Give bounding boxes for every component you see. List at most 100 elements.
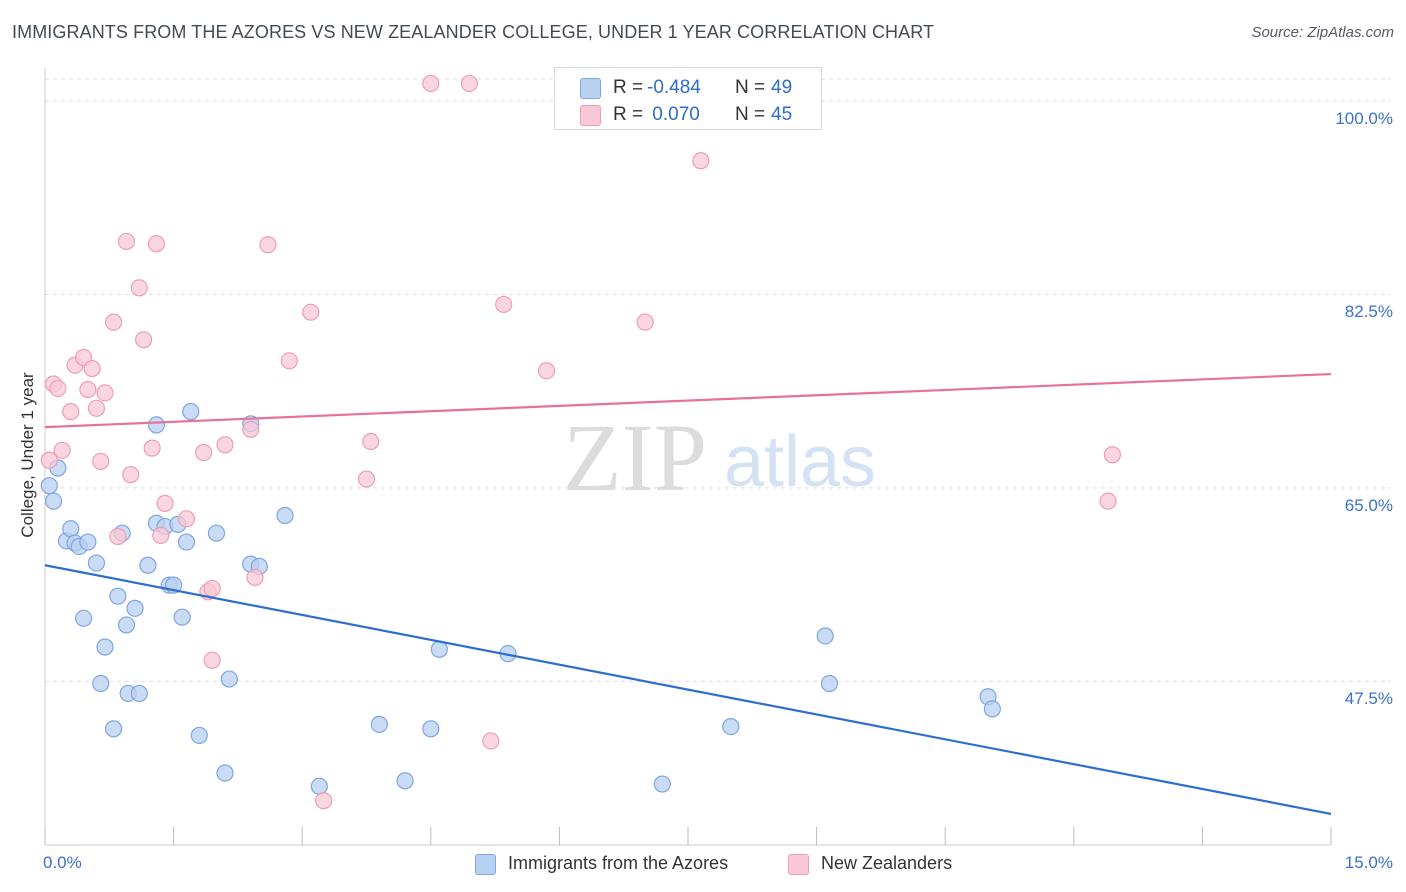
x-tick-label: 0.0% xyxy=(43,853,82,872)
nz-point xyxy=(242,420,260,438)
azores-point xyxy=(983,700,1001,718)
nz-point xyxy=(422,74,440,93)
azores-point xyxy=(182,403,200,421)
nz-point xyxy=(280,352,298,370)
azores-point xyxy=(44,492,63,510)
azores-point xyxy=(220,670,238,688)
nz-point xyxy=(302,303,320,321)
nz-point xyxy=(177,510,196,528)
azores-trend-line xyxy=(44,564,1332,815)
legend-r-label: R = xyxy=(613,104,644,125)
azores-point xyxy=(370,715,388,733)
nz-point xyxy=(482,732,500,750)
nz-point xyxy=(104,313,123,331)
azores-point xyxy=(310,777,328,795)
azores-point xyxy=(147,416,166,434)
azores-point xyxy=(87,554,106,572)
nz-point xyxy=(246,568,264,587)
legend-swatch-azores xyxy=(580,78,601,99)
nz-point xyxy=(87,399,106,417)
data-points xyxy=(40,74,1121,810)
nz-point xyxy=(259,236,277,254)
legend-label-azores: Immigrants from the Azores xyxy=(508,853,729,873)
nz-point xyxy=(636,313,654,331)
nz-point xyxy=(1099,492,1117,510)
azores-point xyxy=(79,533,97,551)
legend-row-azores: R = -0.484 N = 49 xyxy=(555,75,821,101)
azores-point xyxy=(207,524,226,542)
azores-point xyxy=(130,684,148,703)
nz-point xyxy=(122,466,140,484)
correlation-legend: R = -0.484 N = 49 R = 0.070 N = 45 xyxy=(554,67,822,130)
nz-point xyxy=(79,380,97,399)
azores-point xyxy=(173,608,191,626)
azores-point xyxy=(74,609,93,627)
nz-point xyxy=(537,362,556,380)
nz-point xyxy=(83,359,101,378)
legend-row-nz: R = 0.070 N = 45 xyxy=(555,102,821,128)
nz-point xyxy=(62,403,80,421)
azores-point xyxy=(177,533,196,551)
azores-point xyxy=(190,726,208,745)
nz-point xyxy=(495,295,513,314)
nz-point xyxy=(195,443,213,462)
nz-point xyxy=(134,331,153,349)
nz-point xyxy=(203,651,221,669)
azores-point xyxy=(92,674,110,693)
y-tick-label: 100.0% xyxy=(1335,109,1393,129)
azores-point xyxy=(139,556,157,574)
legend-r-value: 0.070 xyxy=(647,104,700,125)
azores-point xyxy=(816,627,834,645)
nz-point xyxy=(40,451,58,469)
nz-point xyxy=(692,152,710,170)
series-legend: Immigrants from the Azores New Zealander… xyxy=(0,852,1406,878)
legend-swatch-nz xyxy=(788,854,809,875)
azores-point xyxy=(216,764,234,782)
azores-point xyxy=(126,599,144,617)
nz-point xyxy=(117,232,136,251)
legend-n-value: 45 xyxy=(771,104,793,125)
nz-point xyxy=(1103,446,1121,464)
nz-point xyxy=(315,792,333,810)
legend-swatch-nz xyxy=(580,105,601,126)
y-tick-label: 47.5% xyxy=(1344,689,1393,709)
azores-point xyxy=(96,638,114,656)
nz-point xyxy=(156,494,174,512)
legend-n-label: N = xyxy=(735,77,766,98)
nz-point xyxy=(53,441,71,459)
legend-r-value: -0.484 xyxy=(647,77,701,98)
watermark-zip: ZIP xyxy=(563,404,707,511)
source-credit: Source: ZipAtlas.com xyxy=(1251,24,1394,41)
nz-point xyxy=(357,470,376,488)
watermark-atlas: atlas xyxy=(724,422,876,502)
legend-label-nz: New Zealanders xyxy=(821,853,953,873)
nz-point xyxy=(143,439,161,457)
nz-trend-line xyxy=(44,372,1332,429)
nz-point xyxy=(109,527,127,546)
nz-point xyxy=(147,235,166,253)
nz-point xyxy=(362,432,380,451)
watermark: ZIP atlas xyxy=(563,404,876,511)
nz-point xyxy=(130,279,148,297)
azores-point xyxy=(104,720,123,738)
legend-r-label: R = xyxy=(613,77,644,98)
nz-point xyxy=(216,436,234,454)
nz-point xyxy=(49,379,67,398)
x-tick-label: 15.0% xyxy=(1344,853,1393,872)
nz-point xyxy=(460,74,478,93)
azores-point xyxy=(276,506,294,525)
azores-point xyxy=(653,775,671,793)
azores-point xyxy=(117,616,136,634)
nz-point xyxy=(152,526,170,545)
chart-title: IMMIGRANTS FROM THE AZORES VS NEW ZEALAN… xyxy=(12,22,935,42)
legend-n-value: 49 xyxy=(771,77,793,98)
legend-n-label: N = xyxy=(735,104,766,125)
azores-point xyxy=(820,674,839,693)
y-tick-label: 82.5% xyxy=(1344,302,1393,322)
nz-point xyxy=(92,452,110,470)
y-tick-label: 65.0% xyxy=(1344,495,1393,515)
azores-point xyxy=(722,717,740,736)
legend-swatch-azores xyxy=(475,854,496,875)
azores-point xyxy=(396,772,414,790)
